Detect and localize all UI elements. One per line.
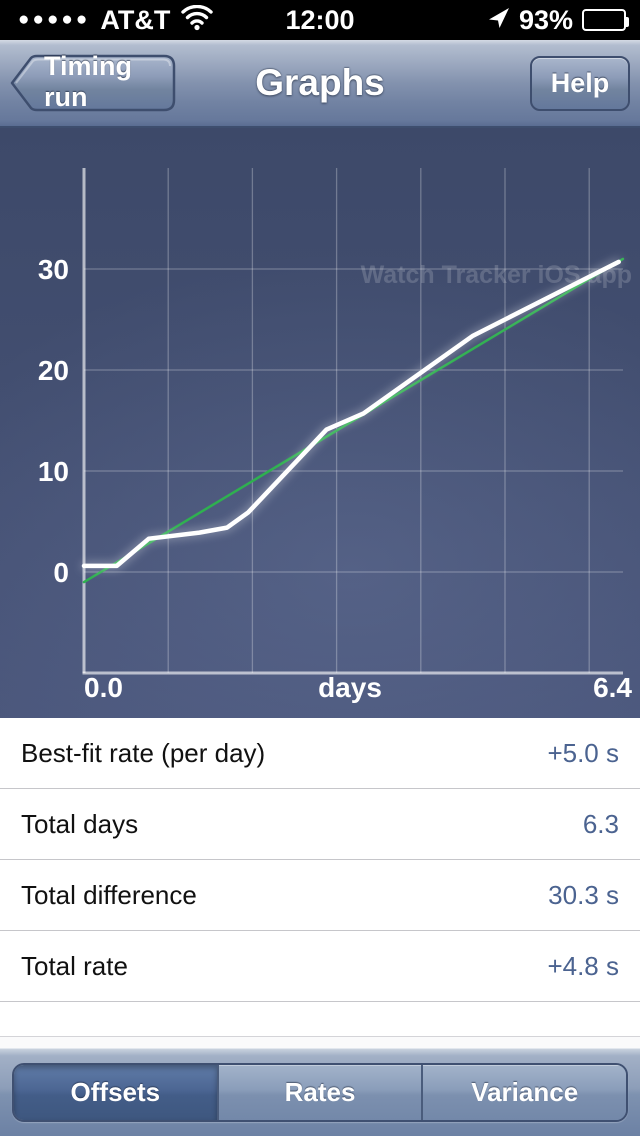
graph-type-segmented-control: Offsets Rates Variance [12,1063,628,1122]
svg-text:10: 10 [38,456,69,487]
tab-rates[interactable]: Rates [216,1065,422,1120]
svg-text:20: 20 [38,355,69,386]
page-title: Graphs [255,62,385,103]
table-row-best-fit-rate: Best-fit rate (per day) +5.0 s [0,718,640,789]
bottom-toolbar: Offsets Rates Variance [0,1048,640,1136]
svg-text:30: 30 [38,254,69,285]
row-label: Best-fit rate (per day) [21,737,266,768]
table-filler-strip [0,1036,640,1048]
battery-icon [582,9,629,31]
back-button[interactable]: Timing run [8,51,178,114]
row-value: +4.8 s [547,950,619,981]
row-label: Total days [21,808,139,839]
row-value: 30.3 s [548,879,619,910]
svg-text:0.0: 0.0 [84,672,123,703]
table-row-total-rate: Total rate +4.8 s [0,931,640,1002]
tab-offsets[interactable]: Offsets [14,1065,217,1120]
offset-chart: Watch Tracker iOS app 0 10 20 30 0.0 days 6.4 [0,128,640,718]
back-button-label: Timing run [44,51,133,112]
row-value: 6.3 [582,808,619,839]
row-label: Total rate [21,950,128,981]
battery-percent-label: 93% [518,4,573,35]
table-row-total-difference: Total difference 30.3 s [0,860,640,931]
svg-text:Watch Tracker iOS app: Watch Tracker iOS app [361,261,632,289]
navigation-bar: Graphs Timing run Help [0,40,640,128]
row-label: Total difference [21,879,197,910]
wifi-icon [180,4,214,36]
row-value: +5.0 s [547,737,619,768]
svg-text:days: days [318,672,382,703]
table-row-total-days: Total days 6.3 [0,789,640,860]
chart-canvas: Watch Tracker iOS app 0 10 20 30 0.0 days 6.4 [38,168,632,703]
stats-table: Best-fit rate (per day) +5.0 s Total day… [0,718,640,1048]
location-services-icon [488,7,510,34]
svg-text:6.4: 6.4 [593,672,632,703]
svg-text:0: 0 [53,557,69,588]
back-chevron-shape [10,54,176,112]
table-filler [0,1002,640,1036]
carrier-label: AT&T [100,4,171,35]
clock-label: 12:00 [285,4,355,35]
signal-strength-icon: ●●●●● [18,9,91,30]
help-button[interactable]: Help [530,56,630,111]
status-bar: ●●●●● AT&T 12:00 93% [0,0,640,40]
tab-variance[interactable]: Variance [421,1065,626,1120]
